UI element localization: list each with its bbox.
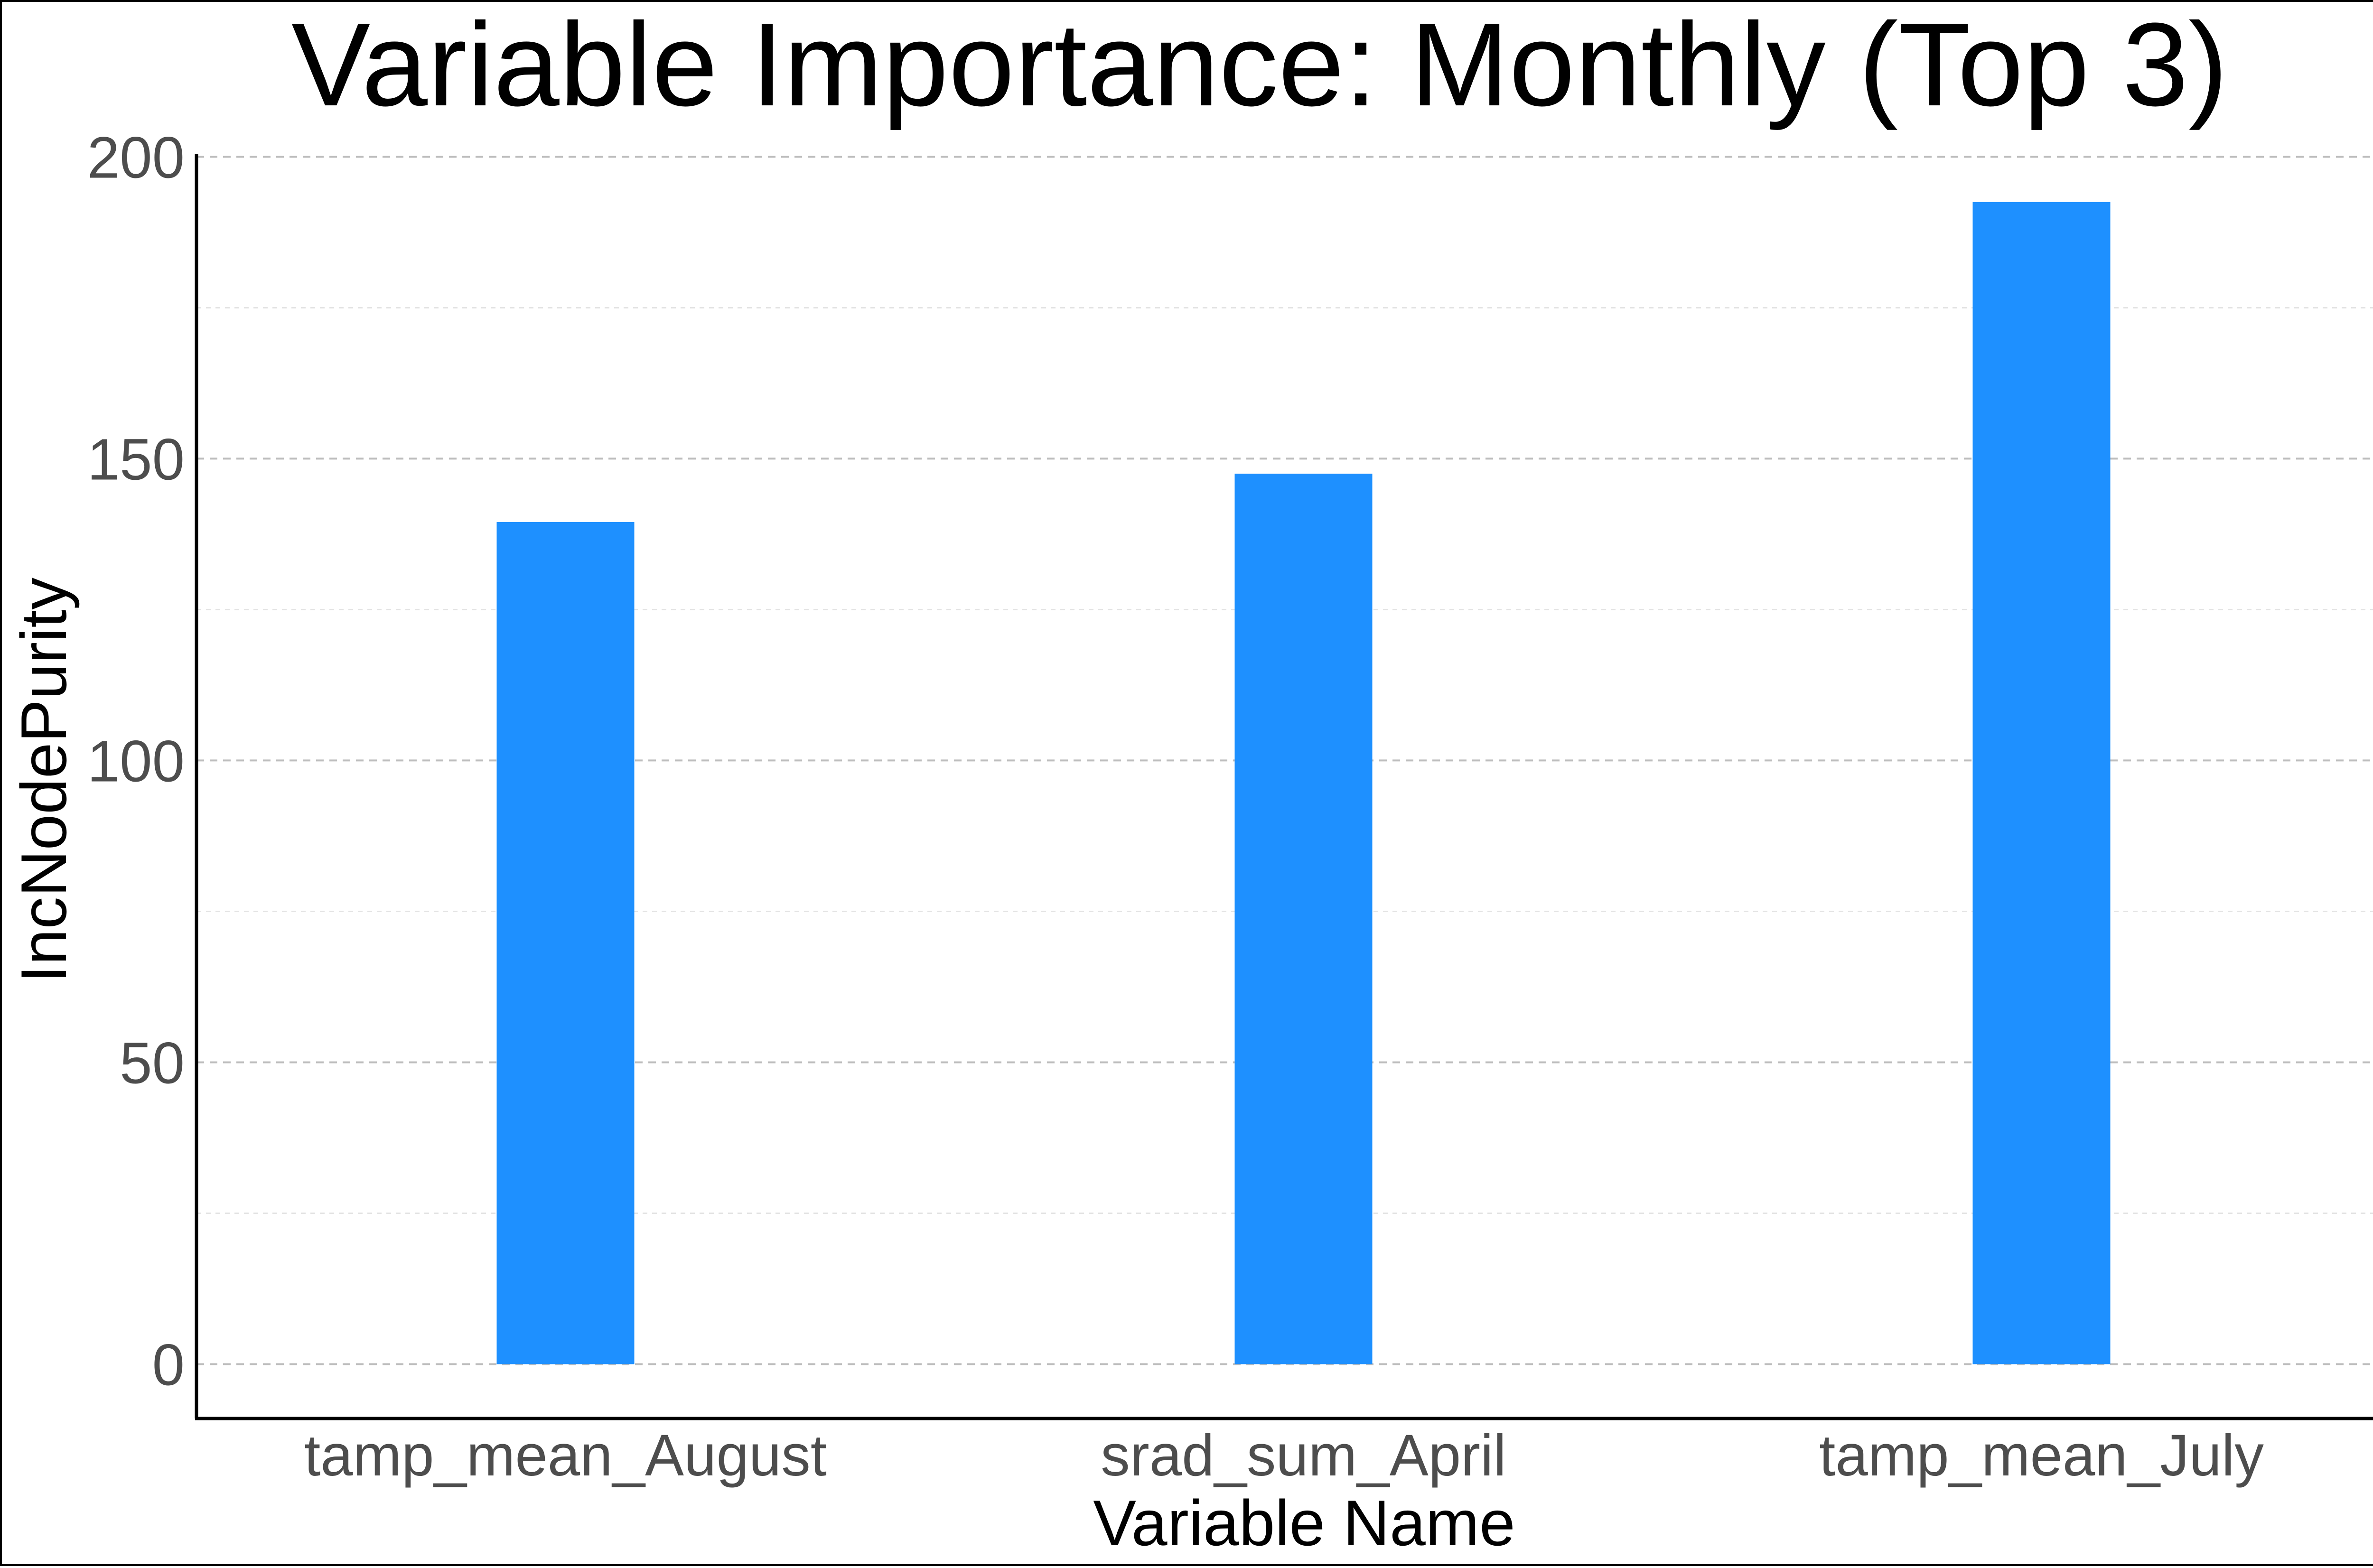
x-tick-label: srad_sum_April: [1101, 1423, 1506, 1488]
bar: [496, 522, 635, 1364]
x-tick-label: tamp_mean_July: [1819, 1423, 2264, 1488]
bar: [1234, 474, 1373, 1364]
bar: [1972, 202, 2111, 1364]
y-axis-title: IncNodePurity: [8, 578, 80, 983]
tick-labels: 0 50 100 150 200 tamp_mean_August srad_sum_Apr…: [87, 125, 2264, 1488]
y-tick-label: 150: [87, 427, 185, 492]
bars: [496, 202, 2111, 1364]
y-tick-label: 100: [87, 729, 185, 794]
y-tick-label: 0: [152, 1333, 185, 1398]
chart-title: Variable Importance: Monthly (Top 3): [291, 2, 2228, 131]
axes: [195, 154, 2373, 1420]
y-tick-label: 200: [87, 125, 185, 190]
x-tick-label: tamp_mean_August: [304, 1423, 827, 1488]
y-tick-label: 50: [120, 1031, 185, 1096]
x-axis-title: Variable Name: [1093, 1487, 1515, 1559]
